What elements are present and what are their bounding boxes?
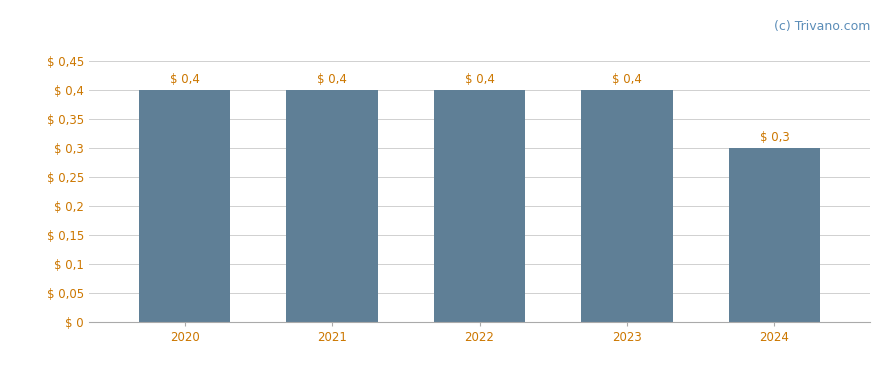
Bar: [139, 90, 230, 322]
Bar: [729, 148, 821, 322]
Text: $ 0,4: $ 0,4: [612, 73, 642, 85]
Bar: [286, 90, 377, 322]
Bar: [434, 90, 525, 322]
Text: $ 0,3: $ 0,3: [759, 131, 789, 144]
Text: $ 0,4: $ 0,4: [317, 73, 347, 85]
Text: $ 0,4: $ 0,4: [170, 73, 200, 85]
Text: (c) Trivano.com: (c) Trivano.com: [773, 20, 870, 33]
Bar: [582, 90, 673, 322]
Text: $ 0,4: $ 0,4: [464, 73, 495, 85]
